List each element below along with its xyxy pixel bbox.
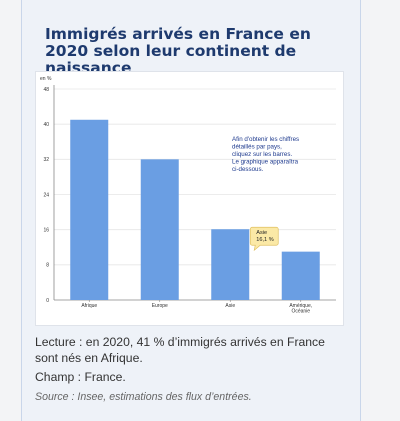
bar-2[interactable] [211, 229, 250, 300]
x-tick-label: Amérique, Océanie [289, 303, 312, 315]
bar-chart: en % 0 8 16 24 32 40 48 Afrique Europe Asie Amériqu… [35, 71, 344, 326]
y-tick-label: 24 [43, 192, 49, 198]
lecture-caption: Lecture : en 2020, 41 % d’immigrés arriv… [35, 335, 325, 365]
y-tick-label: 48 [43, 87, 49, 93]
y-tick-label: 40 [43, 122, 49, 128]
chart-title: Immigrés arrivés en France en 2020 selon… [45, 25, 311, 77]
x-tick-label: Afrique [81, 303, 97, 309]
y-tick-label: 32 [43, 157, 49, 163]
chart-note: Afin d'obtenir les chiffres détaillés par… [232, 136, 299, 173]
bar-chart-svg: en % 0 8 16 24 32 40 48 Afrique Europe Asie Amériqu… [40, 76, 336, 315]
x-tick-label: Europe [152, 303, 168, 309]
bar-1[interactable] [140, 159, 179, 300]
x-tick-label: Asie [225, 303, 235, 309]
y-tick-label: 8 [46, 263, 49, 269]
y-tick-label: 0 [46, 298, 49, 304]
bar-3[interactable] [281, 251, 320, 300]
champ-caption: Champ : France. [35, 370, 126, 384]
tooltip-category: Asie [256, 230, 267, 236]
source-caption: Source : Insee, estimations des flux d’e… [35, 391, 252, 403]
y-tick-label: 16 [43, 227, 49, 233]
tooltip-value: 16,1 % [256, 237, 273, 243]
y-unit-label: en % [40, 76, 52, 82]
bar-0[interactable] [70, 119, 109, 300]
